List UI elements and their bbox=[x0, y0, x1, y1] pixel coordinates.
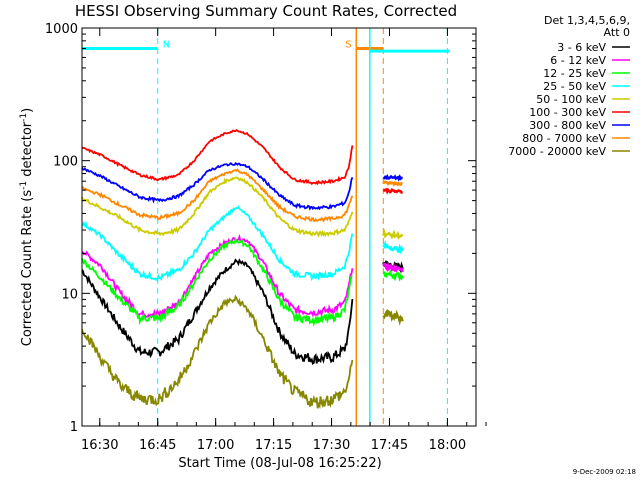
y-tick-label-1: 10 bbox=[61, 287, 78, 302]
chart-title: HESSI Observing Summary Count Rates, Cor… bbox=[75, 2, 457, 20]
series-1-line bbox=[81, 233, 354, 320]
y-axis-label-end: ) bbox=[20, 108, 35, 113]
y-axis-label: Corrected Count Rate (s-1 detector-1) bbox=[19, 108, 35, 346]
x-axis: 16:30 16:45 17:00 17:15 17:30 17:45 18:00 bbox=[81, 28, 487, 453]
legend-label-3: 25 - 50 keV bbox=[543, 80, 606, 93]
series-4-post-line bbox=[382, 228, 404, 240]
x-axis-label: Start Time (08-Jul-08 16:25:22) bbox=[178, 456, 381, 471]
saa-1-label: S bbox=[345, 40, 351, 51]
legend-label-1: 6 - 12 keV bbox=[550, 54, 606, 67]
x-tick-label-5: 17:45 bbox=[371, 438, 408, 453]
x-tick-label-3: 17:15 bbox=[255, 438, 292, 453]
x-tick-label-6: 18:00 bbox=[429, 438, 466, 453]
legend-header-line2: Att 0 bbox=[604, 26, 630, 39]
series-1-post-line bbox=[382, 261, 404, 273]
y-tick-label-0: 1 bbox=[70, 420, 78, 435]
legend-label-0: 3 - 6 keV bbox=[557, 41, 606, 54]
legend-label-4: 50 - 100 keV bbox=[536, 93, 606, 106]
legend-label-8: 7000 - 20000 keV bbox=[508, 145, 606, 158]
x-tick-label-4: 17:30 bbox=[313, 438, 350, 453]
series-7-post-line bbox=[382, 180, 403, 187]
series-6-line bbox=[81, 161, 354, 211]
y-tick-label-3: 1000 bbox=[45, 22, 78, 37]
legend-label-5: 100 - 300 keV bbox=[529, 106, 606, 119]
y-tick-label-2: 100 bbox=[53, 155, 78, 170]
y-axis-label-mid: detector bbox=[20, 121, 35, 181]
x-tick-label-1: 16:45 bbox=[139, 438, 176, 453]
y-axis: 1 10 100 1000 bbox=[45, 22, 476, 435]
legend-label-7: 800 - 7000 keV bbox=[522, 132, 606, 145]
series-3-post-line bbox=[382, 240, 404, 255]
series-6-post-line bbox=[382, 173, 403, 182]
series-5-line bbox=[81, 129, 354, 186]
series-8-line bbox=[81, 294, 354, 410]
series-2-post-line bbox=[383, 269, 404, 282]
footer-timestamp: 9-Dec-2009 02:18 bbox=[573, 468, 636, 476]
night-0-label: N bbox=[163, 40, 170, 51]
series-8-post-line bbox=[382, 309, 404, 326]
y-axis-label-sup2: -1 bbox=[19, 113, 29, 122]
legend-label-6: 300 - 800 keV bbox=[529, 119, 606, 132]
series-3-line bbox=[81, 205, 354, 282]
plot-frame bbox=[81, 27, 477, 427]
x-tick-label-2: 17:00 bbox=[197, 438, 234, 453]
series-2-line bbox=[81, 236, 353, 327]
series-0-line bbox=[81, 258, 354, 365]
legend-label-2: 12 - 25 keV bbox=[543, 67, 606, 80]
legend-header-line1: Det 1,3,4,5,6,9, bbox=[544, 14, 630, 27]
y-axis-label-sup1: -1 bbox=[19, 181, 29, 190]
series-4-line bbox=[81, 176, 354, 238]
x-tick-label-0: 16:30 bbox=[81, 438, 118, 453]
series-5-post-line bbox=[382, 187, 403, 195]
series-7-line bbox=[81, 168, 354, 223]
